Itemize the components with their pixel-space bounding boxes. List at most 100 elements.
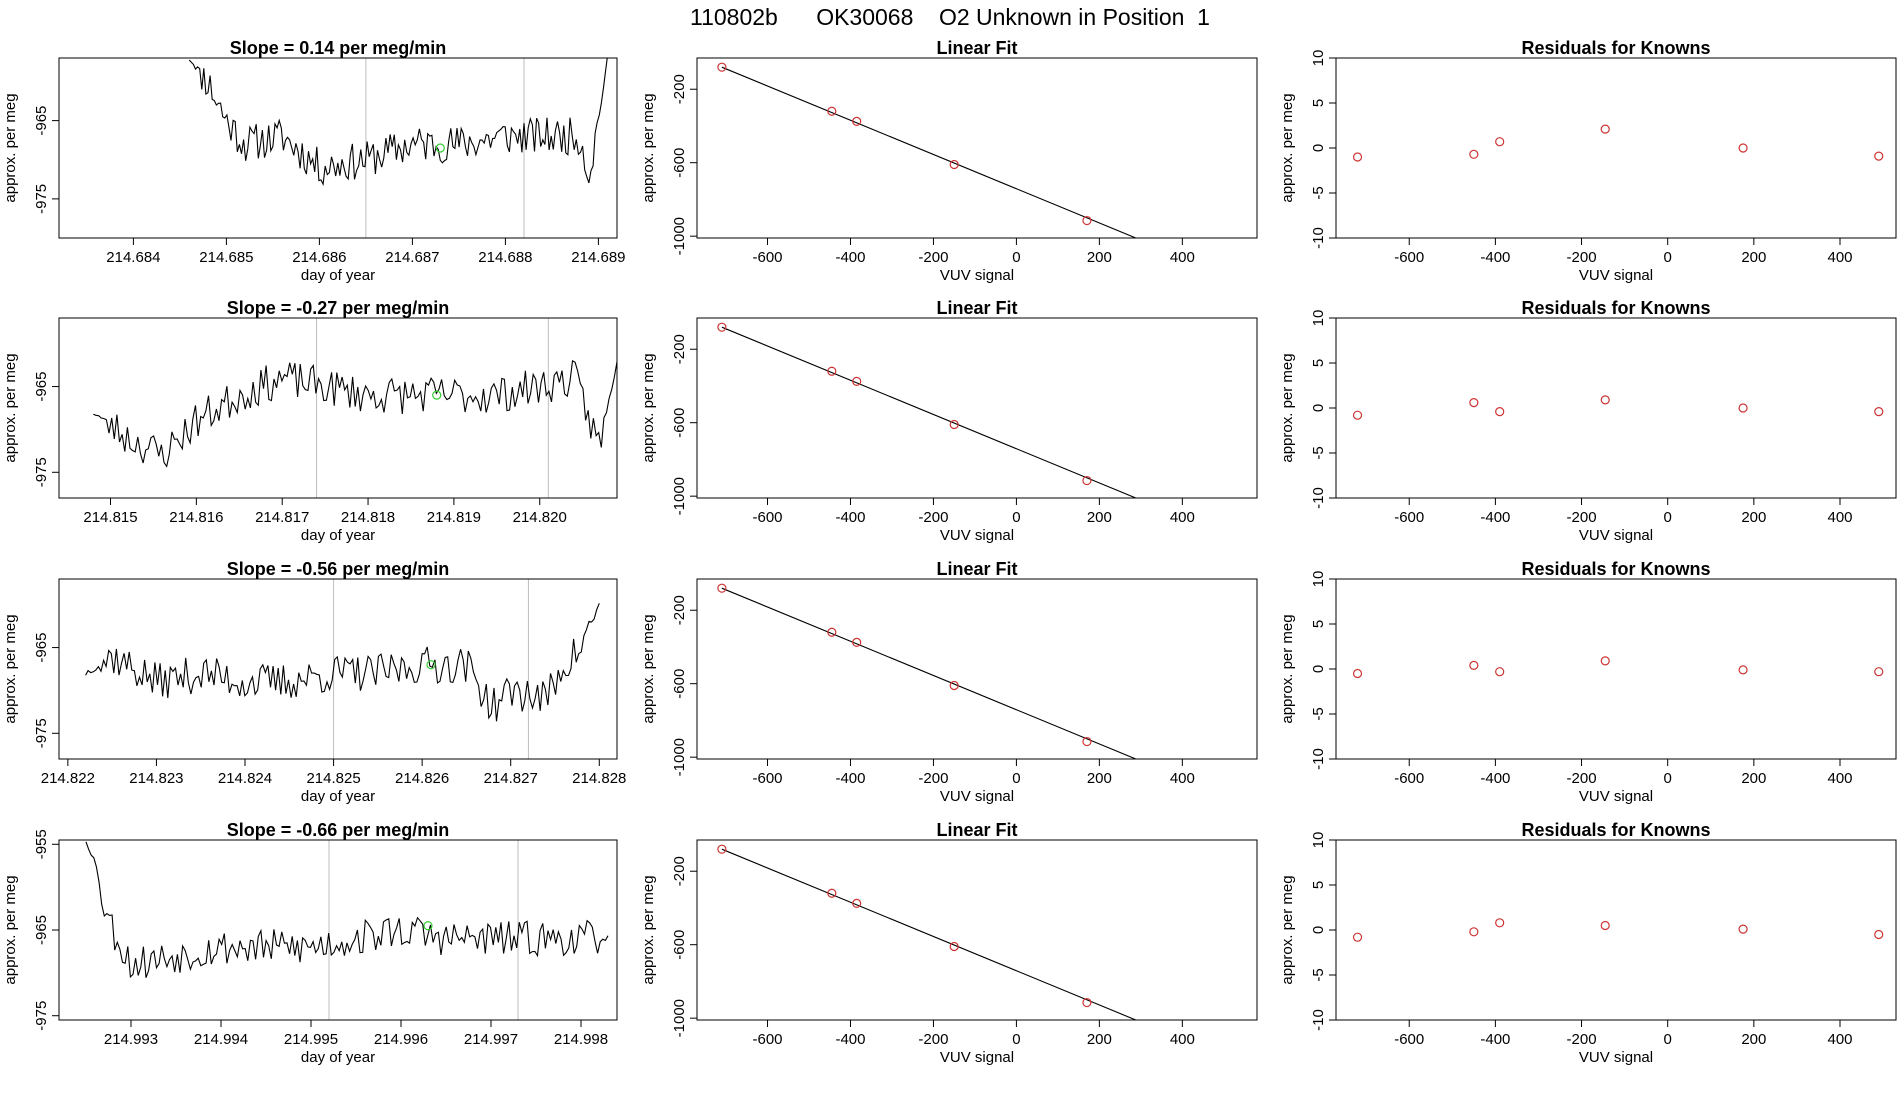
- x-tick-label: 214.998: [554, 1031, 608, 1048]
- y-tick-label: -200: [671, 856, 688, 886]
- x-axis-label: VUV signal: [940, 1049, 1014, 1066]
- known-point: [949, 159, 959, 170]
- x-tick-label: 214.993: [104, 1031, 158, 1048]
- known-point: [1082, 997, 1092, 1008]
- chart-title: Slope = -0.27 per meg/min: [227, 298, 450, 318]
- y-tick-label: 5: [1310, 620, 1327, 628]
- y-axis-label: approx. per meg: [640, 614, 657, 723]
- chart-title: Linear Fit: [936, 298, 1017, 318]
- x-tick-label: 214.827: [484, 770, 538, 787]
- x-tick-label: 0: [1664, 770, 1672, 787]
- y-tick-label: -5: [1310, 186, 1327, 199]
- known-point: [717, 844, 727, 854]
- plot-frame: [58, 317, 618, 499]
- x-tick-label: 400: [1827, 1031, 1852, 1048]
- y-tick-label: -200: [671, 334, 688, 364]
- fit-line: [721, 66, 1138, 238]
- known-point: [852, 898, 862, 908]
- plot-frame: [58, 839, 618, 1021]
- panel-2-1: Slope = -0.27 per meg/min 214.815 214.816 2…: [2, 298, 618, 544]
- unknown-point: [1236, 537, 1244, 545]
- x-tick-label: 214.818: [341, 509, 395, 526]
- y-axis-label: approx. per meg: [1279, 353, 1296, 462]
- chart-title: Linear Fit: [936, 38, 1017, 58]
- y-tick-label: -10: [1310, 227, 1327, 249]
- plot-frame: [1335, 317, 1897, 499]
- y-tick-label: -600: [671, 408, 688, 438]
- plot-frame: [1335, 57, 1897, 239]
- known-point: [827, 366, 837, 376]
- x-tick-label: 0: [1012, 1031, 1020, 1048]
- known-point: [717, 583, 727, 593]
- x-tick-label: 0: [1664, 1031, 1672, 1048]
- x-tick-label: 200: [1087, 1031, 1112, 1048]
- residual-point: [1874, 151, 1884, 161]
- x-tick-label: -600: [1394, 1031, 1424, 1048]
- y-axis-label: approx. per meg: [640, 875, 657, 984]
- x-tick-label: 214.822: [41, 770, 95, 787]
- x-tick-label: 400: [1170, 1031, 1195, 1048]
- plot-area: [717, 583, 1138, 759]
- x-tick-label: -400: [1480, 1031, 1510, 1048]
- x-tick-label: 214.689: [571, 249, 625, 266]
- x-tick-label: -600: [1394, 509, 1424, 526]
- y-axis-label: approx. per meg: [2, 353, 19, 462]
- fit-line: [721, 848, 1138, 1020]
- x-tick-label: 200: [1087, 509, 1112, 526]
- y-tick-label: -975: [33, 1001, 50, 1031]
- plot-area: [717, 62, 1224, 280]
- x-tick-label: 214.687: [385, 249, 439, 266]
- x-tick-label: -400: [835, 509, 865, 526]
- chart-title: Residuals for Knowns: [1521, 820, 1710, 840]
- plot-area: [188, 58, 608, 238]
- x-tick-label: 214.815: [83, 509, 137, 526]
- residual-point: [1738, 665, 1748, 675]
- y-tick-label: 0: [1310, 926, 1327, 934]
- y-tick-label: 5: [1310, 359, 1327, 367]
- y-axis-label: approx. per meg: [640, 93, 657, 202]
- x-tick-label: 200: [1741, 1031, 1766, 1048]
- panel-4-3: Residuals for Knowns -600 -400 -200 0 200 400 V…: [1279, 820, 1897, 1066]
- x-tick-label: 400: [1827, 249, 1852, 266]
- residual-point: [1495, 137, 1505, 147]
- known-point: [949, 419, 959, 430]
- y-tick-label: -975: [33, 718, 50, 748]
- chart-title: Residuals for Knowns: [1521, 298, 1710, 318]
- x-tick-label: 214.817: [255, 509, 309, 526]
- known-point: [949, 941, 959, 952]
- x-tick-label: -400: [1480, 770, 1510, 787]
- fit-line: [721, 587, 1138, 759]
- residual-point: [1352, 668, 1363, 679]
- data-series-line: [85, 841, 609, 979]
- y-tick-label: -600: [671, 930, 688, 960]
- known-point: [827, 106, 837, 116]
- x-tick-label: -200: [1567, 249, 1597, 266]
- plot-area: [1352, 918, 1884, 942]
- y-tick-label: 0: [1310, 144, 1327, 152]
- residual-point: [1874, 407, 1884, 417]
- x-tick-label: 200: [1741, 770, 1766, 787]
- unknown-sample-marker: [423, 921, 433, 931]
- plot-area: [717, 844, 1138, 1020]
- x-tick-label: 400: [1170, 509, 1195, 526]
- residual-point: [1495, 407, 1505, 417]
- chart-title: Linear Fit: [936, 820, 1017, 840]
- x-tick-label: -600: [753, 509, 783, 526]
- x-tick-label: 214.688: [478, 249, 532, 266]
- data-series-line: [188, 58, 608, 187]
- residual-point: [1495, 918, 1505, 928]
- x-tick-label: 0: [1664, 249, 1672, 266]
- y-tick-label: 10: [1310, 310, 1327, 327]
- x-tick-label: 400: [1827, 509, 1852, 526]
- known-point: [1082, 736, 1092, 747]
- chart-title: Linear Fit: [936, 559, 1017, 579]
- plot-area: [1352, 124, 1884, 162]
- known-point: [1216, 272, 1224, 280]
- x-tick-label: -600: [1394, 770, 1424, 787]
- plot-frame: [58, 578, 618, 760]
- y-tick-label: 0: [1310, 665, 1327, 673]
- y-tick-label: -10: [1310, 1009, 1327, 1031]
- panel-3-3: Residuals for Knowns -600 -400 -200 0 200 400 V…: [1279, 559, 1897, 805]
- known-point: [827, 627, 837, 637]
- x-tick-label: -200: [1567, 509, 1597, 526]
